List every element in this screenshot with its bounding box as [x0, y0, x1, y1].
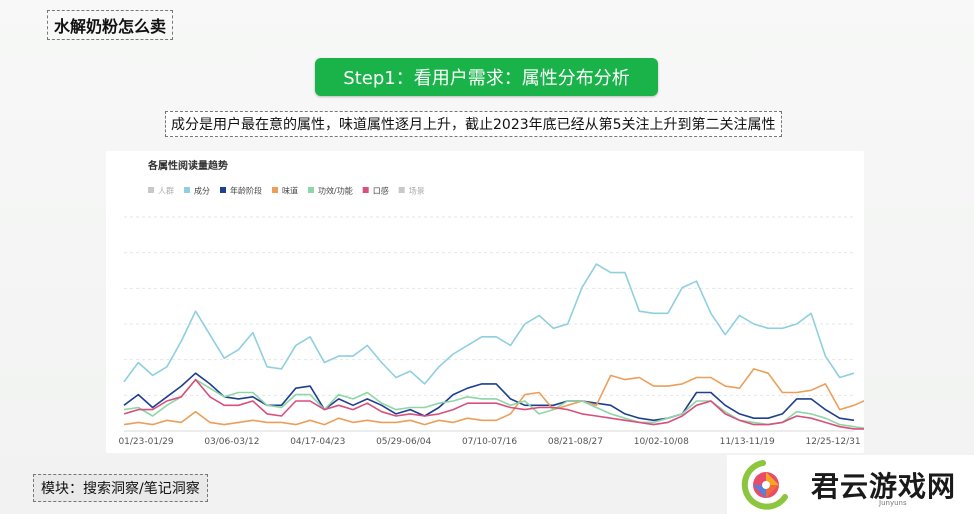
series-line-味道[interactable] [123, 368, 869, 426]
watermark-logo: 君云游戏网 Junyuns [727, 455, 974, 514]
legend-label[interactable]: 功效/功能 [318, 186, 353, 196]
chart-legend: 人群 成分 年龄阶段 味道 功效/功能 口感 场景 [148, 186, 425, 196]
legend-swatch [184, 187, 190, 193]
x-tick-label: 11/13-11/19 [720, 437, 775, 447]
chart-card: 各属性阅读量趋势 人群 成分 年龄阶段 味道 功效/功能 口感 场景 01/23-01/29… [106, 151, 869, 453]
logo-icon [741, 459, 788, 510]
series-line-功效/功能[interactable] [123, 378, 869, 430]
x-tick-label: 01/23-01/29 [118, 437, 173, 447]
legend-label[interactable]: 味道 [282, 186, 298, 196]
x-tick-label: 04/17-04/23 [290, 437, 345, 447]
chart-series [123, 263, 869, 430]
chart-title: 各属性阅读量趋势 [147, 159, 228, 172]
module-label: 模块：搜索洞察/笔记洞察 [33, 474, 208, 502]
x-axis-ticks: 01/23-01/29 03/06-03/12 04/17-04/23 05/29-0… [118, 437, 860, 447]
x-tick-label: 07/10-07/16 [462, 437, 517, 447]
x-tick-label: 05/29-06/04 [376, 437, 431, 447]
legend-label[interactable]: 口感 [373, 186, 389, 196]
x-tick-label: 12/25-12/31 [805, 437, 860, 447]
legend-swatch [220, 187, 226, 193]
logo-text: 君云游戏网 [811, 469, 957, 503]
line-chart: 各属性阅读量趋势 人群 成分 年龄阶段 味道 功效/功能 口感 场景 01/23-01/29… [118, 159, 869, 447]
series-line-口感[interactable] [123, 378, 869, 430]
series-line-年龄阶段[interactable] [123, 372, 855, 422]
legend-label[interactable]: 年龄阶段 [230, 186, 262, 196]
legend-label[interactable]: 场景 [409, 187, 425, 196]
step-banner-label: Step1：看用户需求：属性分布分析 [343, 68, 630, 89]
legend-swatch [362, 187, 369, 193]
x-tick-label: 08/21-08/27 [548, 437, 603, 447]
legend-swatch [308, 187, 314, 193]
legend-label[interactable]: 成分 [194, 186, 210, 196]
step-banner: Step1：看用户需求：属性分布分析 [315, 58, 658, 96]
legend-swatch [272, 187, 278, 193]
legend-swatch [148, 187, 154, 193]
legend-swatch [398, 187, 405, 193]
x-tick-label: 03/06-03/12 [204, 437, 259, 447]
legend-label[interactable]: 人群 [158, 186, 174, 196]
logo-subtext: Junyuns [879, 499, 907, 507]
x-tick-label: 10/02-10/08 [634, 437, 689, 447]
page-title: 水解奶粉怎么卖 [47, 10, 174, 40]
insight-subtitle: 成分是用户最在意的属性，味道属性逐月上升，截止2023年底已经从第5关注上升到第… [165, 111, 782, 137]
series-line-成分[interactable] [123, 263, 855, 385]
